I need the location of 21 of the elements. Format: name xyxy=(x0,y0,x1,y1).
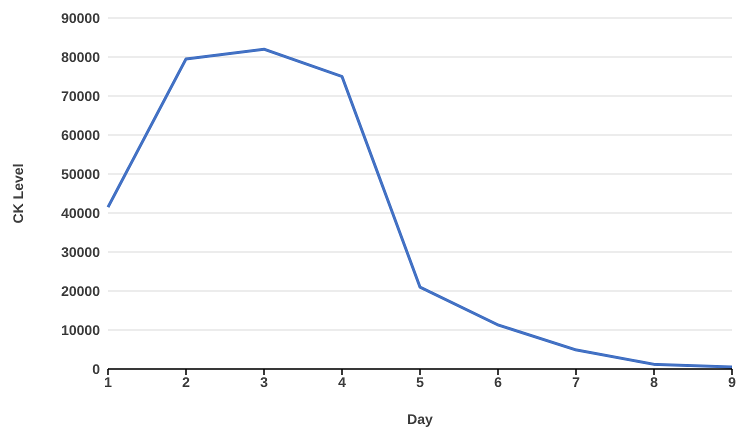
y-tick-label: 20000 xyxy=(61,282,100,299)
x-tick-label: 2 xyxy=(182,374,190,390)
y-tick-label: 80000 xyxy=(61,48,100,65)
x-tick-label: 3 xyxy=(260,374,268,390)
x-tick-label: 7 xyxy=(572,374,580,390)
x-tick-label: 6 xyxy=(494,374,502,390)
y-tick-label: 10000 xyxy=(61,322,100,338)
x-tick-label: 9 xyxy=(728,374,736,390)
y-tick-label: 30000 xyxy=(61,244,100,260)
y-tick-label: 70000 xyxy=(61,88,100,104)
y-tick-label: 0 xyxy=(92,360,100,377)
x-tick-label: 8 xyxy=(650,374,658,390)
x-tick-label: 4 xyxy=(338,374,346,390)
x-axis-title: Day xyxy=(407,411,434,427)
y-tick-label: 90000 xyxy=(61,10,100,26)
y-tick-label: 60000 xyxy=(61,126,100,143)
y-axis-title: CK Level xyxy=(10,164,26,224)
y-tick-label: 40000 xyxy=(61,204,100,221)
x-tick-label: 5 xyxy=(416,374,424,390)
x-tick-label: 1 xyxy=(104,374,112,390)
y-tick-label: 50000 xyxy=(61,166,100,182)
